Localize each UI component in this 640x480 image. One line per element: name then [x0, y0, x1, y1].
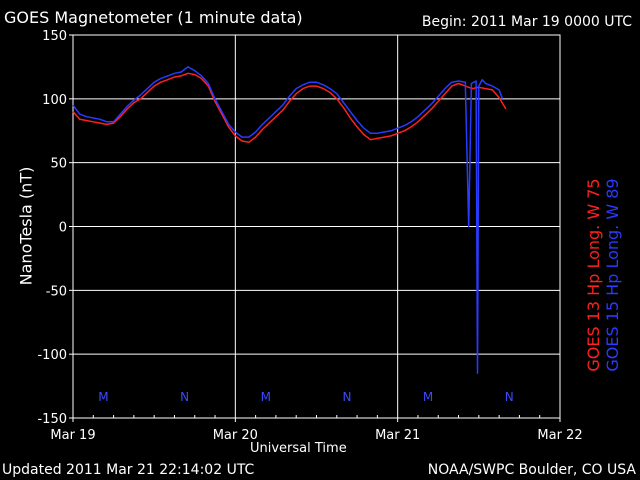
goes13-series-line: [72, 72, 507, 143]
y-tick-label: -50: [46, 284, 67, 299]
source-credit: NOAA/SWPC Boulder, CO USA: [427, 462, 636, 478]
local-time-marker: N: [180, 390, 189, 404]
x-tick-label: Mar 20: [213, 428, 258, 443]
y-tick-label: -100: [37, 348, 67, 363]
goes15-series-line: [72, 66, 504, 375]
y-tick-label: 150: [42, 29, 67, 44]
x-tick-label: Mar 21: [375, 428, 420, 443]
local-time-marker: N: [342, 390, 351, 404]
y-tick-label: 0: [59, 221, 67, 236]
local-time-marker: M: [98, 390, 108, 404]
x-axis-label: Universal Time: [250, 441, 347, 456]
y-tick-label: -150: [37, 412, 67, 427]
legend-goes15: GOES 15 Hp Long. W 89: [603, 178, 622, 372]
y-tick-label: 100: [42, 93, 67, 108]
series-legend: GOES 13 Hp Long. W 75 GOES 15 Hp Long. W…: [584, 178, 622, 371]
local-time-marker: M: [261, 390, 271, 404]
chart-title: GOES Magnetometer (1 minute data): [4, 8, 303, 27]
legend-goes13: GOES 13 Hp Long. W 75: [584, 178, 603, 372]
x-tick-label: Mar 19: [50, 428, 95, 443]
local-time-marker: N: [505, 390, 514, 404]
begin-time-label: Begin: 2011 Mar 19 0000 UTC: [421, 14, 632, 30]
y-axis-label: NanoTesla (nT): [16, 166, 36, 286]
x-tick-label: Mar 22: [537, 428, 582, 443]
local-time-marker: M: [423, 390, 433, 404]
y-tick-label: 50: [50, 157, 67, 172]
updated-timestamp: Updated 2011 Mar 21 22:14:02 UTC: [2, 462, 255, 478]
